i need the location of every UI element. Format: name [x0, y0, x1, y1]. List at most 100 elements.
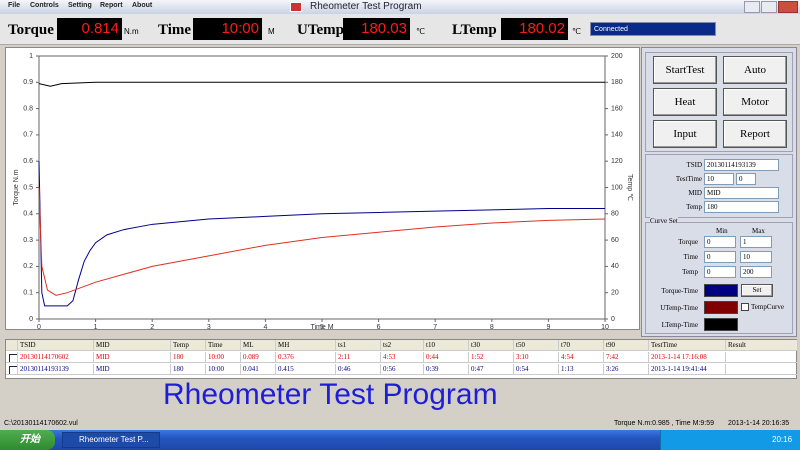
y-tick-label: 0.5 [23, 184, 33, 191]
field-input[interactable]: 10 [704, 173, 734, 185]
range-min[interactable]: 0 [704, 251, 736, 263]
temp-curve-checkbox[interactable] [741, 303, 749, 311]
taskbar: 开始 Rheometer Test P... 20:16 [0, 430, 800, 450]
curve-label: UTemp-Time [660, 304, 698, 312]
readout-unit: N.m [124, 27, 139, 36]
table-cell: MID [94, 364, 171, 375]
menu-item[interactable]: File [8, 2, 21, 9]
readout-value: 0.814 [57, 18, 122, 40]
y2-tick-label: 80 [611, 211, 619, 218]
results-table: TSID MID Temp Time ML MH ts1 ts2 t10 t30 t50 t70 t90… [5, 339, 798, 379]
y2-tick-label: 40 [611, 263, 619, 270]
field-label: TSID [686, 161, 702, 169]
table-cell: 0.089 [241, 352, 276, 363]
status-datetime: 2013-1-14 20:16:35 [728, 420, 790, 427]
readout-value: 180.03 [343, 18, 410, 40]
title-bar: Rheometer Test Program File Controls Setti… [0, 0, 800, 14]
y2-axis-label: Temp ℃ [626, 174, 633, 201]
y-axis-label: Torque N.m [13, 169, 20, 205]
x-tick-label: 1 [94, 324, 98, 329]
start-button[interactable]: 开始 [0, 430, 55, 450]
y2-tick-label: 180 [611, 79, 623, 86]
range-label: Torque [678, 238, 698, 246]
table-cell: 2013-1-14 17:16:08 [649, 352, 726, 363]
close-button[interactable] [778, 1, 798, 13]
table-cell: 4:54 [559, 352, 604, 363]
app-icon [290, 2, 302, 12]
curve-swatch[interactable] [704, 301, 738, 314]
y-tick-label: 0 [29, 316, 33, 323]
table-cell: 0.376 [276, 352, 336, 363]
menu-item[interactable]: Report [100, 2, 123, 9]
y2-tick-label: 0 [611, 316, 615, 323]
y-tick-label: 0.1 [23, 290, 33, 297]
y2-tick-label: 20 [611, 290, 619, 297]
plot-area [38, 55, 606, 320]
task-button[interactable]: Rheometer Test P... [62, 432, 160, 448]
menu-item[interactable]: About [132, 2, 153, 9]
table-cell: 20130114170602 [18, 352, 94, 363]
panel-button[interactable]: Report [723, 120, 787, 148]
field-input[interactable]: 0 [736, 173, 756, 185]
series-line [38, 81, 605, 87]
panel-button[interactable]: Input [653, 120, 717, 148]
panel-button[interactable]: StartTest [653, 56, 717, 84]
range-max[interactable]: 200 [740, 266, 772, 278]
readout-value: 10:00 [193, 18, 262, 40]
menu-item[interactable]: Setting [68, 2, 92, 9]
table-cell: 0:39 [424, 364, 469, 375]
x-tick-label: 3 [207, 324, 211, 329]
max-header: Max [752, 227, 765, 235]
field-label: Temp [686, 203, 702, 211]
checkbox[interactable] [9, 354, 17, 362]
column-header: ts1 [336, 340, 381, 351]
field-input[interactable]: 20130114193139 [704, 159, 779, 171]
field-label: TestTime [675, 175, 702, 183]
set-button[interactable]: Set [741, 284, 773, 297]
table-cell: 2013-1-14 19:41:44 [649, 364, 726, 375]
menu-item[interactable]: Controls [30, 2, 59, 9]
readout-unit: ℃ [572, 27, 581, 36]
curve-label: Torque-Time [661, 287, 698, 295]
column-header: t10 [424, 340, 469, 351]
range-max[interactable]: 1 [740, 236, 772, 248]
curve-swatch[interactable] [704, 318, 738, 331]
panel-button[interactable]: Auto [723, 56, 787, 84]
y-tick-label: 0.2 [23, 263, 33, 270]
table-cell: 1:13 [559, 364, 604, 375]
field-input[interactable]: MID [704, 187, 779, 199]
column-header: Time [206, 340, 241, 351]
y2-tick-label: 140 [611, 132, 623, 139]
readout-label: Time [158, 22, 192, 38]
minimize-button[interactable] [744, 1, 760, 13]
maximize-button[interactable] [761, 1, 777, 13]
table-cell: 1:52 [469, 352, 514, 363]
x-tick-label: 8 [490, 324, 494, 329]
chart: 00.10.20.30.40.50.60.70.80.9102040608010… [13, 53, 633, 329]
header-cell [6, 340, 18, 351]
table-cell: 3:26 [604, 364, 649, 375]
table-cell: MID [94, 352, 171, 363]
readout-unit: M [268, 27, 275, 36]
range-min[interactable]: 0 [704, 266, 736, 278]
status-bar: C:\20130114170602.vul Torque N.m:0.985 ,… [0, 419, 800, 430]
curve-set-group [645, 222, 793, 334]
panel-button[interactable]: Motor [723, 88, 787, 116]
range-max[interactable]: 10 [740, 251, 772, 263]
column-header: t30 [469, 340, 514, 351]
field-input[interactable]: 180 [704, 201, 779, 213]
group-title: Curve Set [650, 217, 678, 225]
table-cell: 10:00 [206, 352, 241, 363]
x-tick-label: 6 [377, 324, 381, 329]
x-tick-label: 2 [150, 324, 154, 329]
panel-button[interactable]: Heat [653, 88, 717, 116]
checkbox[interactable] [9, 366, 17, 374]
row-checkbox[interactable] [6, 352, 18, 363]
range-min[interactable]: 0 [704, 236, 736, 248]
table-cell [726, 352, 798, 363]
table-cell: 0:47 [469, 364, 514, 375]
curve-swatch[interactable] [704, 284, 738, 297]
row-checkbox[interactable] [6, 364, 18, 375]
y-tick-label: 1 [29, 53, 33, 60]
